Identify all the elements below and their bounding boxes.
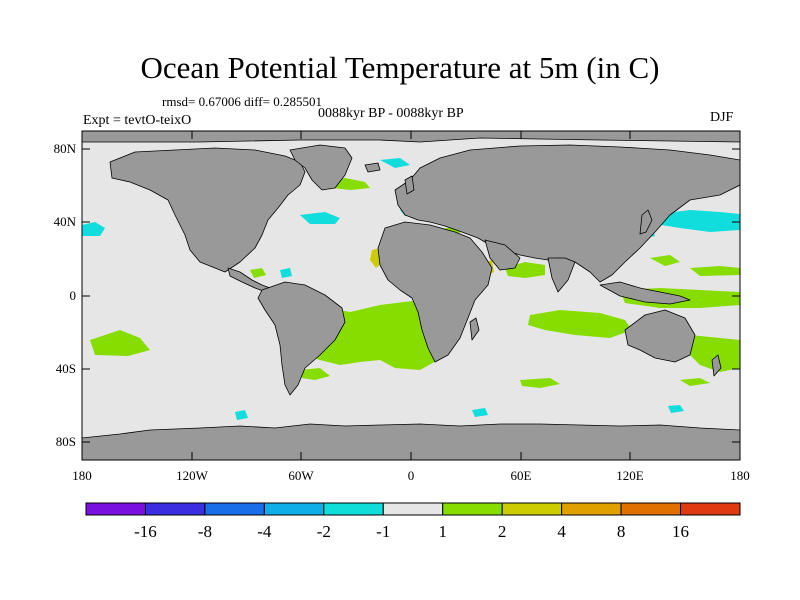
colorbar-box-6 bbox=[442, 502, 503, 516]
arabia bbox=[484, 239, 521, 271]
lon-label-180e: 180 bbox=[730, 468, 750, 483]
negative-anomaly-patches bbox=[82, 158, 740, 420]
colorbar-label: -8 bbox=[197, 522, 212, 541]
australia bbox=[624, 309, 696, 363]
africa bbox=[377, 221, 493, 363]
colorbar-box-3 bbox=[263, 502, 325, 516]
lon-label-0: 0 bbox=[407, 468, 415, 483]
colorbar-box-9 bbox=[620, 502, 682, 516]
lon-label-60e: 60E bbox=[510, 468, 532, 483]
lon-ticks bbox=[81, 131, 741, 460]
colorbar-label: 2 bbox=[497, 522, 507, 541]
uk bbox=[404, 175, 415, 195]
lat-label-80n: 80N bbox=[53, 141, 76, 156]
colorbar-box-10 bbox=[680, 502, 741, 516]
iceland bbox=[364, 162, 381, 173]
antarctica bbox=[82, 423, 740, 460]
colorbar-label: 4 bbox=[557, 522, 566, 541]
map-title: Ocean Potential Temperature at 5m (in C) bbox=[140, 50, 660, 85]
colorbar-label: -16 bbox=[134, 522, 157, 541]
greenland bbox=[289, 144, 353, 191]
colorbar-label: 8 bbox=[616, 522, 626, 541]
colorbar-box-7 bbox=[501, 502, 563, 516]
colorbar-label: 16 bbox=[672, 522, 690, 541]
lon-label-120e: 120E bbox=[616, 468, 644, 483]
madagascar bbox=[469, 317, 480, 341]
north-america bbox=[109, 147, 306, 273]
south-america bbox=[257, 281, 346, 396]
lon-label-180w: 180 bbox=[72, 468, 92, 483]
stats-text: rmsd= 0.67006 diff= 0.285501 bbox=[162, 94, 322, 109]
lat-label-40n: 40N bbox=[53, 214, 76, 229]
southeast-asia-islands bbox=[599, 281, 691, 305]
colorbar-label: -2 bbox=[316, 522, 331, 541]
colorbar-label: 1 bbox=[438, 522, 447, 541]
new-zealand bbox=[711, 354, 722, 377]
colorbar-box-2 bbox=[204, 502, 265, 516]
colorbar-box-8 bbox=[561, 502, 622, 516]
lat-label-80s: 80S bbox=[55, 434, 76, 449]
colorbar-label: -4 bbox=[257, 522, 272, 541]
colorbar-box-5 bbox=[382, 502, 444, 516]
india bbox=[547, 257, 576, 293]
lon-label-60w: 60W bbox=[288, 468, 314, 483]
colorbar-label: -1 bbox=[376, 522, 391, 541]
lat-label-0: 0 bbox=[69, 288, 77, 303]
japan bbox=[639, 209, 653, 235]
experiment-label: Expt = tevtO-teixO bbox=[83, 113, 192, 128]
colorbar-box-1 bbox=[144, 502, 206, 516]
lat-ticks bbox=[82, 148, 740, 443]
period-label: 0088kyr BP - 0088kyr BP bbox=[318, 106, 464, 121]
land-masses bbox=[82, 131, 740, 460]
eurasia bbox=[394, 144, 740, 283]
lat-label-40s: 40S bbox=[55, 361, 76, 376]
colorbar-box-0 bbox=[85, 502, 146, 516]
lon-label-120w: 120W bbox=[176, 468, 208, 483]
colorbar bbox=[85, 502, 741, 516]
colorbar-box-4 bbox=[323, 502, 384, 516]
season-label: DJF bbox=[710, 110, 734, 125]
